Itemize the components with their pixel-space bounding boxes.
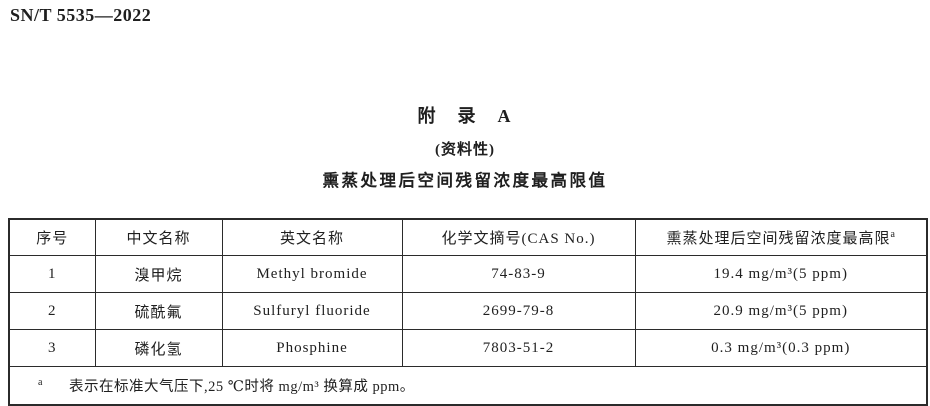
cell-cas: 2699-79-8 [401, 292, 636, 330]
cell-no: 3 [8, 329, 96, 367]
column-header-cn-name: 中文名称 [94, 218, 223, 256]
cell-en-name: Phosphine [221, 329, 403, 367]
column-header-cas: 化学文摘号(CAS No.) [401, 218, 636, 256]
cell-en-name: Sulfuryl fluoride [221, 292, 403, 330]
standard-number: SN/T 5535—2022 [10, 5, 152, 25]
column-header-limit: 熏蒸处理后空间残留浓度最高限a [634, 218, 928, 256]
table-footnote-row: a 表示在标准大气压下,25 ℃时将 mg/m³ 换算成 ppm。 [8, 366, 928, 406]
table-row: 2 硫酰氟 Sulfuryl fluoride 2699-79-8 20.9 m… [8, 292, 928, 330]
residue-limit-table: 序号 中文名称 英文名称 化学文摘号(CAS No.) 熏蒸处理后空间残留浓度最… [8, 218, 928, 406]
appendix-title: 附 录 A [417, 106, 513, 126]
table-title: 熏蒸处理后空间残留浓度最高限值 [322, 171, 608, 190]
footnote-text: 表示在标准大气压下,25 ℃时将 mg/m³ 换算成 ppm。 [68, 379, 415, 395]
cell-cas: 7803-51-2 [401, 329, 636, 367]
footnote-cell: a 表示在标准大气压下,25 ℃时将 mg/m³ 换算成 ppm。 [8, 366, 928, 406]
cell-cas: 74-83-9 [401, 255, 636, 293]
cell-cn-name: 溴甲烷 [94, 255, 223, 293]
appendix-subtitle: (资料性) [435, 142, 495, 158]
table-header-row: 序号 中文名称 英文名称 化学文摘号(CAS No.) 熏蒸处理后空间残留浓度最… [8, 218, 928, 256]
column-header-en-name: 英文名称 [221, 218, 403, 256]
cell-cn-name: 磷化氢 [94, 329, 223, 367]
table-row: 1 溴甲烷 Methyl bromide 74-83-9 19.4 mg/m³(… [8, 255, 928, 293]
cell-limit: 20.9 mg/m³(5 ppm) [634, 292, 928, 330]
column-header-limit-text: 熏蒸处理后空间残留浓度最高限 [666, 231, 891, 247]
cell-no: 1 [8, 255, 96, 293]
footnote-marker: a [38, 377, 43, 389]
cell-limit: 19.4 mg/m³(5 ppm) [634, 255, 928, 293]
table-row: 3 磷化氢 Phosphine 7803-51-2 0.3 mg/m³(0.3 … [8, 329, 928, 367]
cell-cn-name: 硫酰氟 [94, 292, 223, 330]
cell-limit: 0.3 mg/m³(0.3 ppm) [634, 329, 928, 367]
column-header-no: 序号 [8, 218, 96, 256]
cell-no: 2 [8, 292, 96, 330]
footnote-reference: a [890, 229, 895, 240]
cell-en-name: Methyl bromide [221, 255, 403, 293]
